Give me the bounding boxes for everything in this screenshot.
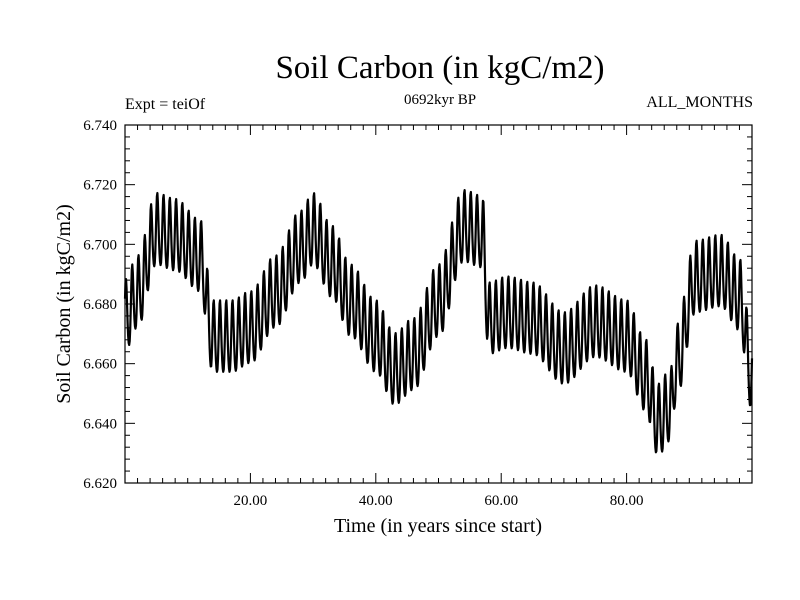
- chart-title: Soil Carbon (in kgC/m2): [275, 50, 605, 86]
- x-tick-label: 40.00: [359, 493, 393, 509]
- x-axis-label: Time (in years since start): [334, 515, 542, 537]
- chart-subtitle: 0692kyr BP: [403, 92, 477, 108]
- y-tick-label: 6.660: [83, 357, 117, 373]
- series-layer: [123, 188, 754, 454]
- series-line-soil-carbon: [123, 188, 754, 454]
- y-tick-label: 6.680: [83, 297, 117, 313]
- y-tick-label: 6.740: [83, 118, 117, 134]
- x-tick-label: 20.00: [234, 493, 268, 509]
- x-tick-label: 80.00: [610, 493, 644, 509]
- y-tick-label: 6.620: [83, 476, 117, 492]
- y-tick-label: 6.700: [83, 237, 117, 253]
- experiment-label: Expt = teiOf: [125, 96, 206, 113]
- plot-frame: [124, 124, 753, 484]
- x-tick-label: 60.00: [484, 493, 518, 509]
- months-label: ALL_MONTHS: [646, 94, 753, 111]
- y-tick-label: 6.640: [83, 416, 117, 432]
- y-tick-label: 6.720: [83, 178, 117, 194]
- labels-layer: 20.00 40.00 60.00 80.00 6.620 6.640 6.660 6.680…: [83, 118, 643, 509]
- y-axis-label: Soil Carbon (in kgC/m2): [53, 204, 75, 403]
